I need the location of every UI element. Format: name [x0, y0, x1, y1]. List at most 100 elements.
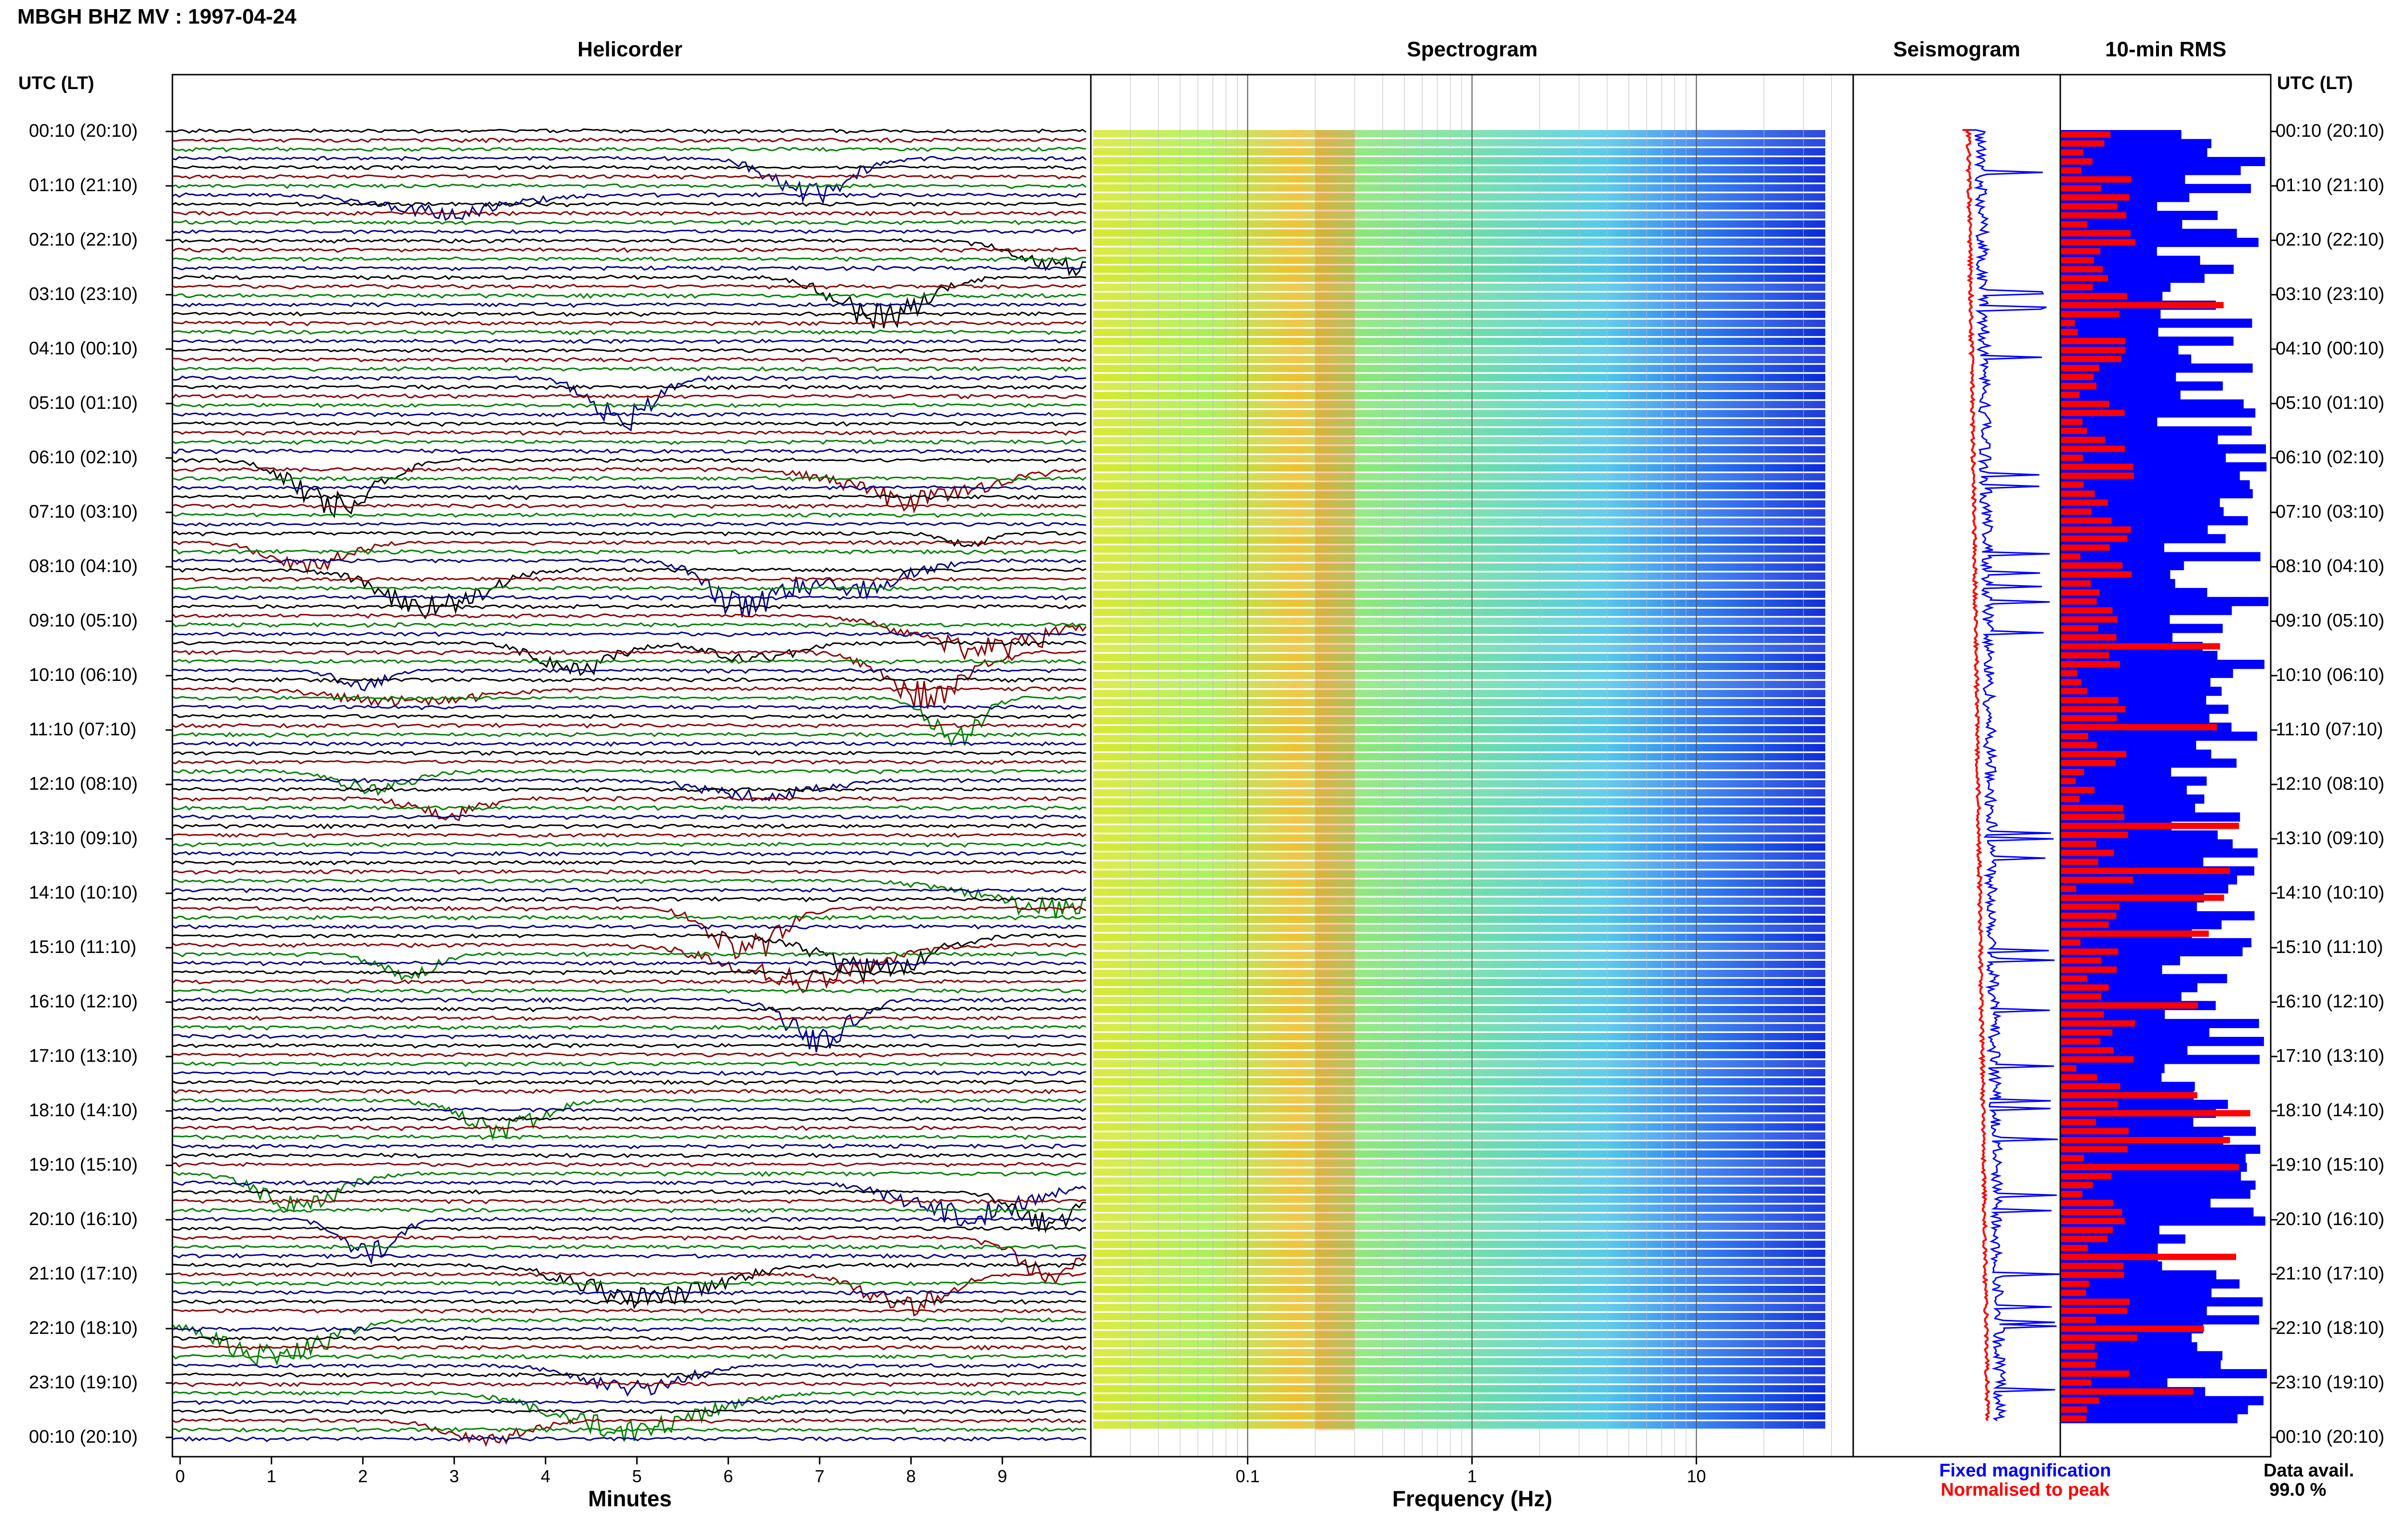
data-availability-value: 99.0 %	[2269, 1480, 2327, 1500]
spectrogram-row	[1093, 482, 1825, 490]
helicorder-trace	[171, 1179, 1086, 1227]
spectrogram-row	[1093, 401, 1825, 408]
rms-normalised-bar	[2060, 1227, 2113, 1233]
helicorder-trace	[171, 1289, 1086, 1296]
helicorder-trace	[171, 1097, 1086, 1141]
rms-fixed-bar	[2060, 363, 2253, 373]
time-label-right: 22:10 (18:10)	[2276, 1318, 2385, 1338]
spectrogram-row	[1093, 1024, 1825, 1031]
rms-fixed-bar	[2060, 884, 2228, 894]
helicorder-panel	[171, 128, 1087, 1447]
spectrogram-row	[1093, 1250, 1825, 1257]
rms-normalised-bar	[2060, 1083, 2120, 1090]
spectrogram-row	[1093, 283, 1825, 291]
rms-normalised-bar	[2060, 185, 2101, 192]
spectrogram-row	[1093, 933, 1825, 941]
spectrogram-row	[1093, 1159, 1825, 1167]
rms-normalised-bar	[2060, 840, 2096, 847]
rms-normalised-bar	[2060, 679, 2081, 686]
helicorder-trace	[171, 1271, 1086, 1317]
rms-normalised-bar	[2060, 1056, 2133, 1063]
helicorder-trace	[171, 219, 1086, 226]
spectrogram-row	[1093, 274, 1825, 282]
helicorder-trace	[171, 1005, 1086, 1013]
time-label-right: 05:10 (01:10)	[2276, 393, 2385, 413]
spectrogram-row	[1093, 184, 1825, 192]
time-label-right: 06:10 (02:10)	[2276, 447, 2385, 468]
helicorder-trace	[171, 1088, 1086, 1095]
helicorder-trace	[171, 722, 1086, 729]
helicorder-trace	[171, 585, 1086, 591]
rms-normalised-bar	[2060, 616, 2118, 623]
helicorder-trace	[171, 209, 1086, 217]
helicorder-x-tick-label: 0	[175, 1466, 185, 1486]
helicorder-trace	[171, 383, 1086, 391]
rms-normalised-bar	[2060, 697, 2119, 704]
rms-normalised-bar	[2060, 1253, 2237, 1260]
helicorder-trace	[171, 530, 1086, 548]
spectrogram-row	[1093, 699, 1825, 706]
helicorder-trace	[171, 420, 1086, 427]
rms-normalised-bar	[2060, 580, 2091, 587]
spectrogram-row	[1093, 1240, 1825, 1248]
rms-normalised-bar	[2060, 607, 2113, 614]
spectrogram-row	[1093, 843, 1825, 851]
rms-normalised-bar	[2060, 571, 2132, 578]
helicorder-trace	[171, 1134, 1086, 1140]
spectrogram-row	[1093, 365, 1825, 372]
rms-normalised-bar	[2060, 212, 2127, 219]
time-label-left: 17:10 (13:10)	[29, 1046, 138, 1066]
rms-normalised-bar	[2060, 733, 2088, 740]
rms-normalised-bar	[2060, 445, 2125, 452]
helicorder-trace	[171, 183, 1086, 189]
spectrogram-row	[1093, 175, 1825, 183]
helicorder-trace	[171, 676, 1086, 683]
spectrogram-row	[1093, 581, 1825, 589]
rms-normalised-bar	[2060, 1137, 2230, 1144]
rms-normalised-bar	[2060, 562, 2123, 569]
rms-fixed-bar	[2060, 148, 2208, 157]
spectrogram-row	[1093, 247, 1825, 255]
helicorder-trace	[171, 713, 1086, 720]
rms-normalised-bar	[2060, 598, 2097, 605]
helicorder-trace	[171, 246, 1086, 253]
rms-normalised-bar	[2060, 1065, 2077, 1072]
helicorder-trace	[171, 539, 1086, 575]
rms-normalised-bar	[2060, 149, 2083, 156]
rms-normalised-bar	[2060, 463, 2133, 470]
rms-normalised-bar	[2060, 1352, 2098, 1359]
spectrogram-row	[1093, 1412, 1825, 1420]
rms-normalised-bar	[2060, 1334, 2137, 1341]
time-label-left: 06:10 (02:10)	[29, 447, 138, 468]
spectrogram-row	[1093, 383, 1825, 391]
spectrogram-row	[1093, 1304, 1825, 1311]
helicorder-trace	[171, 484, 1086, 491]
time-label-right: 00:10 (20:10)	[2276, 1427, 2385, 1447]
spectrogram-row	[1093, 148, 1825, 156]
time-label-right: 01:10 (21:10)	[2276, 175, 2385, 196]
rms-fixed-bar	[2060, 1064, 2165, 1073]
rms-normalised-bar	[2060, 203, 2117, 210]
rms-normalised-bar	[2060, 1110, 2251, 1117]
helicorder-x-tick-label: 6	[723, 1466, 733, 1486]
rms-normalised-bar	[2060, 1290, 2086, 1296]
rms-fixed-bar	[2060, 624, 2223, 633]
rms-fixed-bar	[2060, 453, 2226, 463]
spectrogram-row	[1093, 311, 1825, 318]
rms-normalised-bar	[2060, 275, 2108, 282]
legend-normalised-to-peak: Normalised to peak	[1940, 1480, 2110, 1500]
spectrogram-title: Spectrogram	[1407, 38, 1538, 61]
spectrogram-row	[1093, 1195, 1825, 1203]
helicorder-x-tick-label: 3	[449, 1466, 459, 1486]
spectrogram-row	[1093, 554, 1825, 562]
time-label-right: 17:10 (13:10)	[2276, 1046, 2385, 1066]
helicorder-trace	[171, 1335, 1086, 1342]
helicorder-trace	[171, 1353, 1086, 1360]
time-axis-header-left: UTC (LT)	[18, 73, 94, 93]
helicorder-trace	[171, 832, 1086, 839]
rms-normalised-bar	[2060, 1397, 2099, 1404]
rms-fixed-bar	[2060, 1189, 2251, 1199]
rms-normalised-bar	[2060, 786, 2095, 793]
time-label-left: 18:10 (14:10)	[29, 1100, 138, 1121]
